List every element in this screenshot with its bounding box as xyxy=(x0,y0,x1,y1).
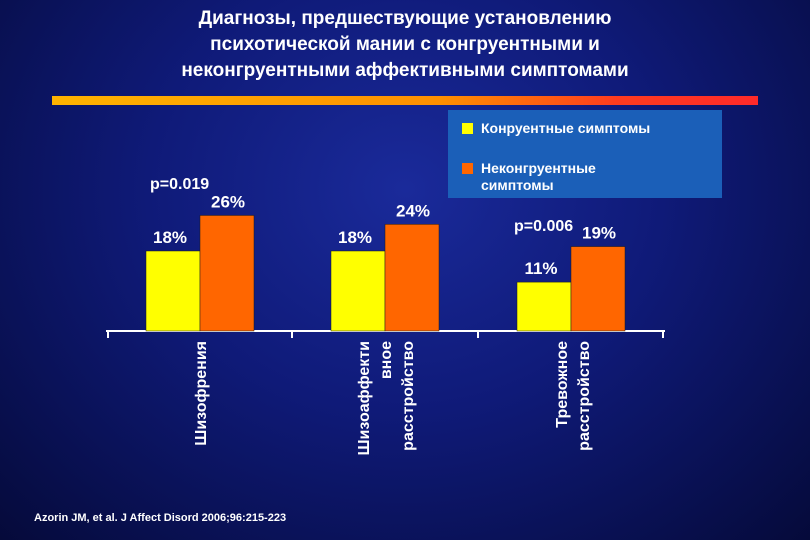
title-underline-bar xyxy=(52,96,758,105)
bar-congruent-0 xyxy=(145,250,201,332)
legend-label-incongruent-2: симптомы xyxy=(481,177,554,193)
bar-incongruent-1 xyxy=(384,224,440,332)
category-label-1-line-2: расстройство xyxy=(400,341,417,451)
data-label-incongruent-0: 26% xyxy=(211,192,245,211)
bar-incongruent-0 xyxy=(199,215,255,332)
data-label-congruent-0: 18% xyxy=(153,228,187,247)
bar-congruent-2 xyxy=(516,281,572,332)
category-label-2-line-0: Тревожное xyxy=(554,341,571,428)
p-value-annotation-2: p=0.006 xyxy=(514,218,573,235)
slide-title: Диагнозы, предшествующие установлению пс… xyxy=(40,6,770,84)
bar-incongruent-2 xyxy=(570,246,626,332)
data-label-incongruent-2: 19% xyxy=(582,224,616,243)
citation: Azorin JM, et al. J Affect Disord 2006;9… xyxy=(34,512,287,524)
data-label-congruent-2: 11% xyxy=(524,259,557,278)
legend: Конруентные симптомы Неконгруентные симп… xyxy=(448,110,722,198)
data-label-incongruent-1: 24% xyxy=(396,201,430,220)
legend-label-incongruent-1: Неконгруентные xyxy=(481,160,596,176)
title-line-1: Диагнозы, предшествующие установлению xyxy=(198,8,612,29)
p-value-annotation-0: p=0.019 xyxy=(150,176,209,193)
category-label-2-line-1: расстройство xyxy=(576,341,593,451)
category-label-1-line-1: вное xyxy=(378,341,395,379)
category-label-0-line-0: Шизофрения xyxy=(193,341,210,446)
legend-swatch-incongruent xyxy=(462,163,473,174)
category-label-1-line-0: Шизоаффекти xyxy=(356,341,373,456)
legend-label-congruent: Конруентные симптомы xyxy=(481,120,651,136)
data-label-congruent-1: 18% xyxy=(338,228,372,247)
title-line-3: неконгруентными аффективными симптомами xyxy=(181,60,629,81)
legend-swatch-congruent xyxy=(462,123,473,134)
bar-congruent-1 xyxy=(330,250,386,332)
title-line-2: психотической мании с конгруентными и xyxy=(210,34,600,55)
